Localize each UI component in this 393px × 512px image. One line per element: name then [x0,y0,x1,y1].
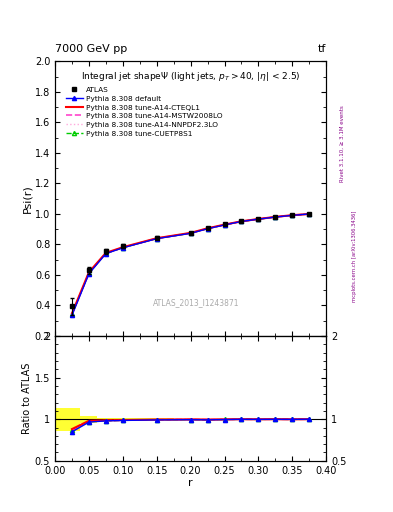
Y-axis label: Ratio to ATLAS: Ratio to ATLAS [22,362,32,434]
Y-axis label: Psi(r): Psi(r) [22,184,32,213]
Text: ATLAS_2013_I1243871: ATLAS_2013_I1243871 [153,298,239,308]
Text: Integral jet shape$\Psi$ (light jets, $\mathit{p_T}$$>$40, $|\eta|$ < 2.5): Integral jet shape$\Psi$ (light jets, $\… [81,70,300,82]
Text: Rivet 3.1.10, ≥ 3.1M events: Rivet 3.1.10, ≥ 3.1M events [340,105,345,182]
Text: 7000 GeV pp: 7000 GeV pp [55,44,127,54]
Text: tf: tf [318,44,326,54]
Text: mcplots.cern.ch [arXiv:1306.3436]: mcplots.cern.ch [arXiv:1306.3436] [352,210,357,302]
X-axis label: r: r [188,478,193,488]
Legend: ATLAS, Pythia 8.308 default, Pythia 8.308 tune-A14-CTEQL1, Pythia 8.308 tune-A14: ATLAS, Pythia 8.308 default, Pythia 8.30… [64,84,225,139]
